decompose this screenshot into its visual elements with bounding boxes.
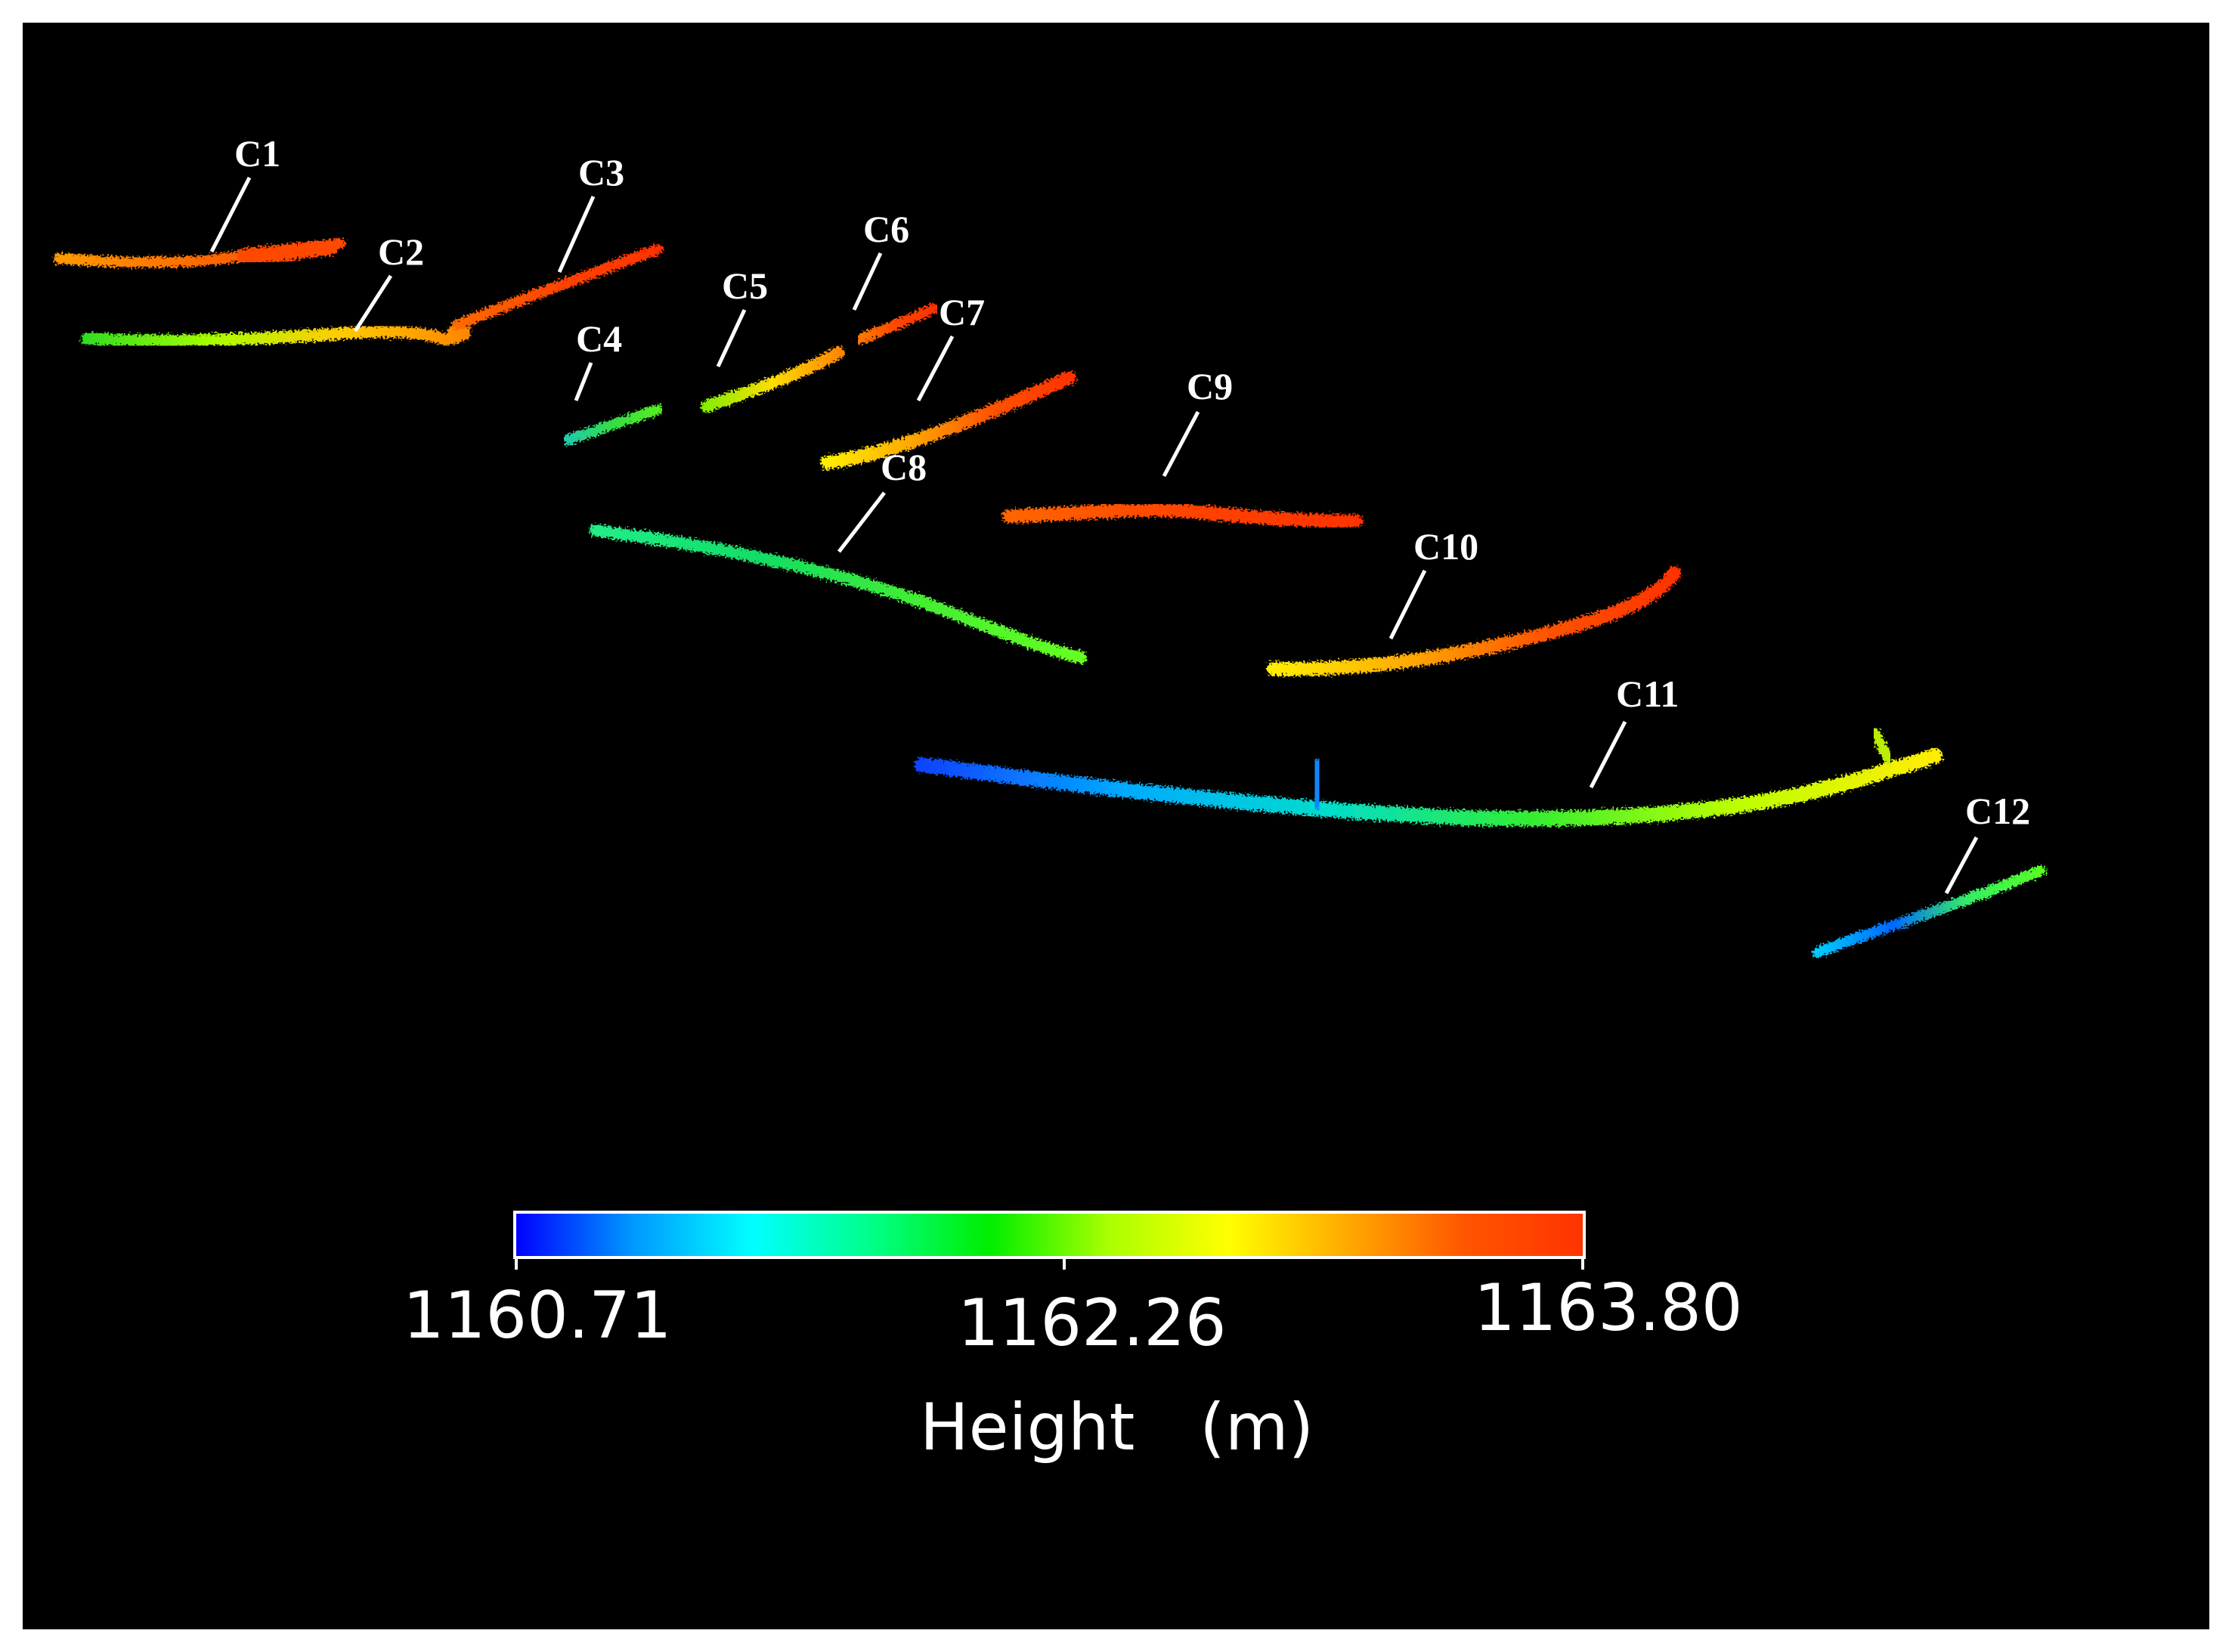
leader-c8: [837, 491, 886, 553]
curve-c9: C9: [1002, 365, 1364, 528]
curve-c10-label: C10: [1413, 525, 1478, 568]
curve-c9-label: C9: [1187, 365, 1233, 407]
curve-c12: C12: [1813, 790, 2046, 957]
curve-c2-label: C2: [378, 230, 424, 273]
curve-c6: C6: [852, 208, 939, 344]
curve-c7: C7: [821, 291, 1076, 469]
colorbar-gradient: [513, 1211, 1586, 1259]
curve-c2: C2: [81, 230, 472, 347]
curve-c9-band: [1002, 503, 1364, 528]
curve-c11-label: C11: [1616, 673, 1679, 715]
curve-c3: C3: [452, 151, 663, 330]
leader-c10: [1388, 569, 1427, 640]
leader-c12: [1944, 836, 1979, 895]
curve-c12-band: [1813, 865, 2046, 957]
curve-c11-tail: [1869, 728, 1895, 765]
curve-c5-label: C5: [722, 265, 768, 307]
curve-c12-label: C12: [1965, 790, 2030, 832]
curve-c8-band: [590, 524, 1087, 664]
curve-c2-band: [81, 325, 472, 347]
curve-c7-band: [821, 371, 1076, 469]
leader-c3: [557, 195, 596, 274]
colorbar: 1160.71 1162.26 1163.80 Height (m): [403, 1211, 1743, 1465]
colorbar-title: Height (m): [920, 1390, 1314, 1465]
curve-c8: C8: [590, 446, 1087, 664]
curve-c10-band: [1267, 566, 1681, 676]
leader-c9: [1162, 410, 1200, 478]
curve-c1-label: C1: [234, 132, 280, 175]
curve-c7-label: C7: [939, 291, 985, 333]
leader-c1: [209, 176, 252, 253]
curve-c4-band: [563, 404, 663, 445]
curve-c4: C4: [563, 317, 663, 445]
colorbar-min-label: 1160.71: [403, 1278, 672, 1353]
leader-c2: [353, 274, 393, 333]
leader-c4: [574, 362, 593, 401]
curve-c6-band: [856, 303, 939, 344]
curve-c11: C11: [915, 673, 1943, 827]
curve-c10: C10: [1267, 525, 1681, 676]
curve-c3-band: [452, 244, 663, 330]
leader-c5: [716, 308, 747, 368]
colorbar-mid-label: 1162.26: [958, 1285, 1227, 1361]
leader-c6: [852, 252, 883, 311]
curve-c5-band: [701, 346, 845, 413]
curve-c4-label: C4: [576, 317, 622, 360]
curve-c3-label: C3: [578, 151, 624, 193]
point-cloud-scene: C1 C2 C3 C4 C5 C6: [54, 132, 2046, 1465]
curve-c11-spike: [1307, 759, 1327, 809]
curve-c11-band: [915, 748, 1943, 827]
leader-c7: [916, 335, 955, 402]
figure-frame: C1 C2 C3 C4 C5 C6: [23, 23, 2209, 1629]
curve-c1: C1: [54, 132, 345, 268]
curve-c8-label: C8: [881, 446, 927, 488]
colorbar-max-label: 1163.80: [1474, 1270, 1743, 1346]
curve-c5: C5: [701, 265, 845, 413]
curve-c1-blob: [234, 238, 341, 265]
curve-c6-label: C6: [863, 208, 909, 250]
leader-c11: [1589, 720, 1627, 789]
